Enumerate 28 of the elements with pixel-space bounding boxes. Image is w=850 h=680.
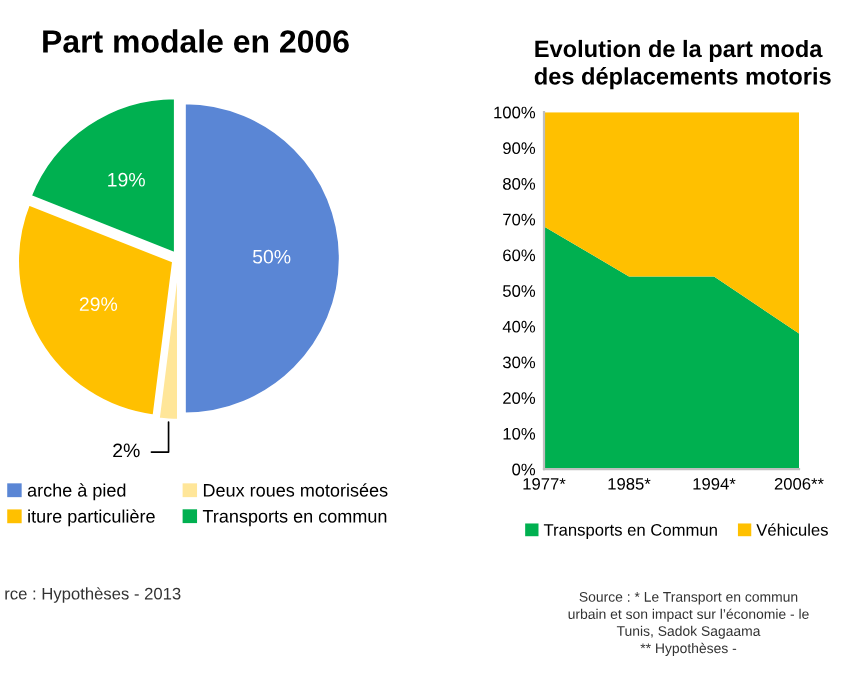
y-tick-label: 40% bbox=[502, 320, 536, 333]
y-tick-label: 70% bbox=[503, 213, 536, 226]
y-tick-label: 10% bbox=[503, 427, 536, 440]
y-tick-label: 90% bbox=[503, 142, 536, 155]
x-tick-label: 1985* bbox=[608, 477, 651, 490]
y-tick-label: 80% bbox=[503, 178, 536, 190]
x-tick-label: 1994* bbox=[693, 477, 736, 490]
legend-label: iture particulière bbox=[28, 509, 155, 527]
data-label: 50% bbox=[252, 249, 291, 264]
x-tick-label: 1977* bbox=[523, 477, 566, 490]
legend-label: Transports en Commun bbox=[543, 524, 717, 540]
data-label: 2% bbox=[113, 443, 140, 458]
y-tick-label: 50% bbox=[502, 285, 536, 297]
y-tick-label: 30% bbox=[502, 356, 536, 369]
legend-label: Véhicules bbox=[756, 523, 828, 536]
y-tick-label: 20% bbox=[503, 392, 536, 404]
y-tick-label: 100% bbox=[494, 106, 536, 119]
chart-title: Part modale en 2006 bbox=[43, 29, 349, 53]
legend-label: Transports en commun bbox=[202, 510, 387, 527]
data-label: 29% bbox=[79, 297, 118, 312]
chart-title: Evolution de la part moda des déplacements motoris bbox=[534, 39, 831, 90]
x-tick-label: 2006** bbox=[774, 477, 824, 490]
text: rce : Hypothèses - 2013 bbox=[5, 587, 181, 603]
data-label: 19% bbox=[108, 172, 145, 187]
y-tick-label: 0% bbox=[512, 463, 536, 476]
legend-label: Deux roues motorisées bbox=[203, 483, 388, 497]
y-tick-label: 60% bbox=[503, 249, 536, 262]
legend-label: arche à pied bbox=[27, 483, 126, 501]
